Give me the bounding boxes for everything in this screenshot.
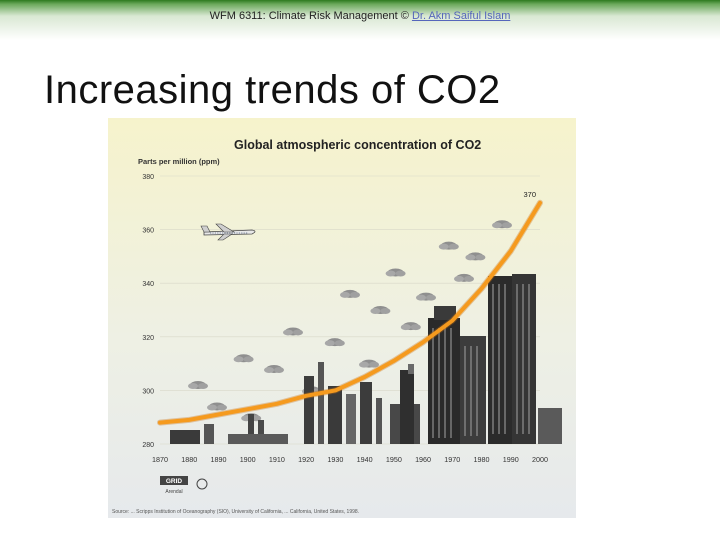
x-tick-label: 1910: [269, 455, 285, 464]
co2-data-point: [479, 286, 484, 291]
co2-data-point: [363, 375, 367, 379]
x-tick-label: 1880: [181, 455, 197, 464]
x-tick-label: 1980: [474, 455, 490, 464]
x-axis-ticks: 1870 1880 1890 1900 1910 1920 1930 1940 1950 1960…: [152, 455, 548, 464]
y-tick-label: 340: [142, 281, 154, 288]
co2-data-points: [158, 201, 542, 425]
y-tick-label: 360: [142, 228, 154, 235]
co2-data-point: [246, 407, 250, 411]
co2-data-point: [450, 319, 454, 323]
header-author-link[interactable]: Dr. Akm Saiful Islam: [411, 10, 511, 22]
chart-grid: [160, 175, 540, 445]
y-tick-label: 300: [142, 388, 154, 395]
co2-data-point: [421, 340, 425, 344]
co2-chart: Global atmospheric concentration of CO2 …: [108, 118, 576, 518]
skyscrapers-illustration: [428, 274, 562, 444]
x-tick-label: 1870: [152, 455, 168, 464]
co2-data-point: [158, 420, 162, 425]
x-tick-label: 1930: [327, 455, 343, 464]
org-logo-code: GRID: [166, 478, 183, 485]
chart-title: Global atmospheric concentration of CO2: [234, 138, 481, 152]
y-axis-ticks: 280 300 320 340 360 380: [142, 174, 154, 449]
org-logo-name: Arendal: [165, 489, 182, 495]
co2-data-point: [216, 412, 221, 417]
x-tick-label: 1920: [298, 455, 314, 464]
co2-data-point: [333, 388, 337, 392]
x-tick-label: 1960: [415, 455, 431, 464]
factories-illustration: [170, 362, 420, 444]
x-tick-label: 1890: [210, 455, 226, 464]
co2-series-line: [158, 200, 542, 425]
co2-data-point: [275, 402, 279, 406]
x-tick-label: 1990: [503, 455, 519, 464]
header-text: WFM 6311: Climate Risk Management © Dr. …: [0, 10, 720, 22]
co2-data-point: [392, 359, 396, 363]
x-tick-label: 1950: [386, 455, 402, 464]
y-tick-label: 380: [142, 174, 154, 181]
y-tick-label: 280: [142, 442, 154, 449]
x-tick-label: 1940: [357, 455, 373, 464]
airplane-icon: [200, 223, 256, 241]
org-logos: GRID Arendal: [160, 476, 208, 495]
co2-data-point: [304, 394, 308, 398]
globe-logo-icon: [196, 478, 208, 490]
co2-data-point: [509, 249, 513, 253]
x-tick-label: 1900: [240, 455, 256, 464]
y-axis-label: Parts per million (ppm): [138, 157, 220, 166]
co2-chart-svg: Global atmospheric concentration of CO2 …: [108, 118, 576, 518]
source-caption: Source: ... Scripps Institution of Ocean…: [112, 509, 360, 515]
co2-data-point: [538, 201, 542, 205]
header-course: WFM 6311: Climate Risk Management ©: [209, 10, 409, 22]
annotation-label: 370: [523, 190, 536, 199]
slide-title: Increasing trends of CO2: [44, 68, 501, 112]
chart-annotations: 370: [523, 190, 536, 199]
y-tick-label: 320: [142, 335, 154, 342]
x-tick-label: 2000: [532, 455, 548, 464]
x-tick-label: 1970: [444, 455, 460, 464]
header-bar: [0, 0, 720, 44]
co2-data-point: [187, 418, 191, 422]
